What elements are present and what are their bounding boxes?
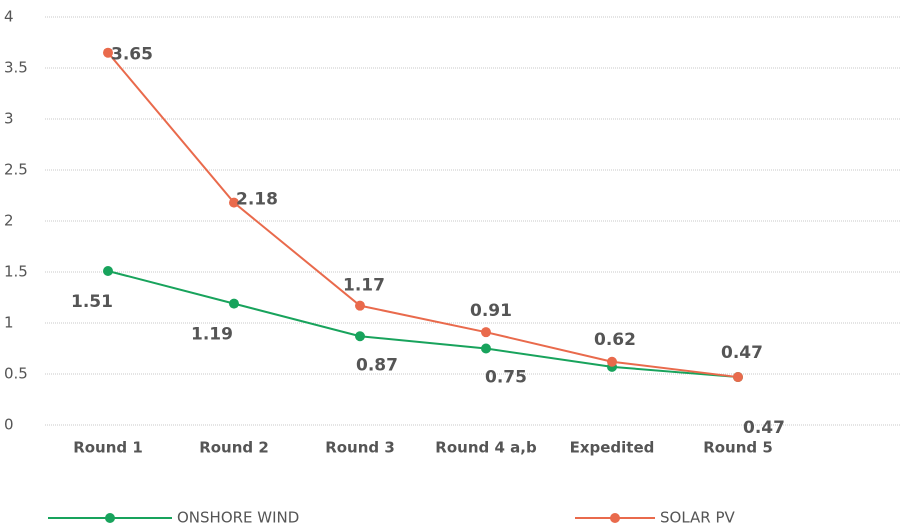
- value-label: 3.65: [111, 45, 153, 65]
- value-label: 0.62: [594, 330, 636, 350]
- value-label: 0.87: [356, 355, 398, 375]
- point: [355, 331, 365, 342]
- value-label: 0.47: [743, 418, 785, 438]
- y-tick-label: 0: [4, 416, 14, 434]
- x-tick-label: Round 4 a,b: [435, 439, 537, 457]
- point: [355, 300, 365, 311]
- series-line: [107, 270, 739, 379]
- point: [481, 327, 491, 338]
- y-tick-label: 0.5: [4, 365, 28, 383]
- value-label: 0.47: [721, 343, 763, 363]
- series-line: [107, 52, 739, 379]
- y-tick-label: 1.5: [4, 263, 28, 281]
- y-tick-label: 3.5: [4, 59, 28, 77]
- point: [103, 47, 113, 58]
- y-tick-label: 2: [4, 212, 14, 230]
- x-tick-label: Round 5: [703, 439, 773, 457]
- y-tick-label: 4: [4, 8, 14, 26]
- value-label: 0.75: [485, 368, 527, 388]
- y-tick-label: 1: [4, 314, 14, 332]
- point: [481, 343, 491, 354]
- legend-marker: [105, 513, 115, 523]
- point: [103, 265, 113, 276]
- value-label: 0.91: [470, 301, 512, 321]
- value-label: 1.19: [191, 325, 233, 345]
- legend-marker: [610, 513, 620, 523]
- x-tick-label: Expedited: [570, 439, 655, 457]
- point: [229, 197, 239, 208]
- value-label: 1.17: [343, 276, 385, 296]
- value-label: 2.18: [236, 190, 278, 210]
- point: [229, 298, 239, 309]
- y-tick-label: 3: [4, 110, 14, 128]
- x-tick-label: Round 1: [73, 439, 143, 457]
- legend-label: SOLAR PV: [660, 509, 736, 527]
- y-tick-label: 2.5: [4, 161, 28, 179]
- point: [607, 356, 617, 367]
- x-tick-label: Round 3: [325, 439, 395, 457]
- x-tick-label: Round 2: [199, 439, 269, 457]
- value-label: 1.51: [71, 292, 113, 312]
- point: [733, 372, 743, 383]
- legend-label: ONSHORE WIND: [177, 509, 299, 527]
